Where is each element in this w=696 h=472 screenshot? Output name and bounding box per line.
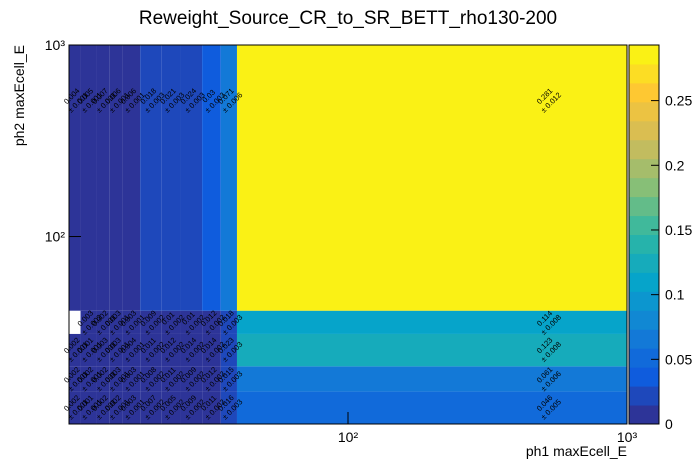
heatmap-cell bbox=[140, 310, 162, 334]
heatmap-cell bbox=[96, 333, 110, 367]
heatmap-cell bbox=[180, 391, 203, 424]
y-axis-label: ph2 maxEcell_E bbox=[11, 45, 27, 146]
colorbar-tick-label: 0.25 bbox=[665, 93, 692, 109]
heatmap-cell bbox=[122, 391, 141, 424]
heatmap-cell bbox=[220, 333, 237, 367]
heatmap-cell bbox=[180, 310, 203, 334]
heatmap-cell bbox=[140, 45, 162, 311]
heatmap-cell bbox=[109, 45, 123, 311]
heatmap-cell bbox=[202, 45, 221, 311]
y-tick-label: 10² bbox=[45, 229, 66, 245]
heatmap-cell bbox=[202, 310, 221, 334]
heatmap-cell bbox=[161, 366, 181, 392]
colorbar-band bbox=[629, 405, 659, 425]
heatmap-cell bbox=[220, 45, 237, 311]
colorbar-band bbox=[629, 82, 659, 103]
colorbar-band bbox=[629, 367, 659, 387]
heatmap-cell bbox=[69, 391, 81, 424]
heatmap-cell bbox=[161, 45, 181, 311]
colorbar-band bbox=[629, 139, 659, 160]
colorbar-band bbox=[629, 196, 659, 217]
colorbar-frame bbox=[628, 44, 660, 425]
heatmap-cell bbox=[80, 333, 97, 367]
colorbar-band bbox=[629, 177, 659, 198]
colorbar-band bbox=[629, 158, 659, 179]
colorbar-band bbox=[629, 215, 659, 235]
colorbar-band bbox=[629, 291, 659, 311]
heatmap-cell bbox=[140, 366, 162, 392]
heatmap-cell bbox=[80, 391, 97, 424]
colorbar-band bbox=[629, 45, 659, 65]
colorbar-tick-label: 0.05 bbox=[665, 351, 692, 367]
colorbar-tick-label: 0.15 bbox=[665, 222, 692, 238]
heatmap-cell bbox=[202, 366, 221, 392]
heatmap-cell bbox=[236, 391, 627, 424]
colorbar-band bbox=[629, 348, 659, 368]
heatmap-cell bbox=[122, 45, 141, 311]
heatmap-cell bbox=[220, 366, 237, 392]
chart-title: Reweight_Source_CR_to_SR_BETT_rho130-200 bbox=[139, 8, 557, 29]
colorbar-band bbox=[629, 310, 659, 330]
x-tick-label: 10² bbox=[338, 429, 359, 445]
x-axis-label: ph1 maxEcell_E bbox=[526, 443, 627, 459]
heatmap-cell bbox=[96, 391, 110, 424]
heatmap-cell bbox=[109, 366, 123, 392]
colorbar-band bbox=[629, 63, 659, 84]
colorbar-tick-label: 0.1 bbox=[665, 287, 685, 303]
heatmap-cell bbox=[80, 310, 97, 334]
heatmap-cell bbox=[109, 391, 123, 424]
heatmap-cell bbox=[140, 333, 162, 367]
heatmap-cell bbox=[96, 310, 110, 334]
colorbar-band bbox=[629, 234, 659, 254]
colorbar-band bbox=[629, 386, 659, 406]
heatmap-cell bbox=[180, 333, 203, 367]
heatmap-cell bbox=[109, 310, 123, 334]
heatmap-cell bbox=[236, 45, 627, 311]
colorbar-band bbox=[629, 101, 659, 122]
colorbar-tick-label: 0 bbox=[665, 416, 673, 432]
heatmap-cell bbox=[161, 391, 181, 424]
heatmap-cell bbox=[122, 310, 141, 334]
colorbar-band bbox=[629, 120, 659, 141]
heatmap-cell bbox=[202, 391, 221, 424]
colorbar-band bbox=[629, 329, 659, 349]
heatmap-cell bbox=[161, 333, 181, 367]
heatmap-cell bbox=[69, 333, 81, 367]
heatmap-cell bbox=[202, 333, 221, 367]
heatmap-cell bbox=[69, 45, 81, 311]
colorbar-band bbox=[629, 253, 659, 273]
cells bbox=[69, 45, 627, 424]
heatmap-cell bbox=[69, 366, 81, 392]
heatmap-cell bbox=[180, 45, 203, 311]
heatmap-cell bbox=[109, 333, 123, 367]
heatmap-cell bbox=[80, 366, 97, 392]
y-tick-label: 10³ bbox=[45, 37, 66, 53]
colorbar-band bbox=[629, 272, 659, 292]
heatmap-cell bbox=[236, 333, 627, 367]
heatmap-cell bbox=[180, 366, 203, 392]
heatmap-cell bbox=[161, 310, 181, 334]
heatmap-cell bbox=[140, 391, 162, 424]
heatmap-cell bbox=[220, 391, 237, 424]
heatmap-cell bbox=[122, 333, 141, 367]
heatmap-cell bbox=[96, 366, 110, 392]
heatmap-cell bbox=[220, 310, 237, 334]
heatmap-cell bbox=[236, 310, 627, 334]
colorbar-tick-label: 0.2 bbox=[665, 157, 685, 173]
x-tick-label: 10³ bbox=[617, 429, 638, 445]
heatmap-cell bbox=[80, 45, 97, 311]
heatmap-cell bbox=[122, 366, 141, 392]
heatmap-cell bbox=[236, 366, 627, 392]
heatmap-cell bbox=[96, 45, 110, 311]
